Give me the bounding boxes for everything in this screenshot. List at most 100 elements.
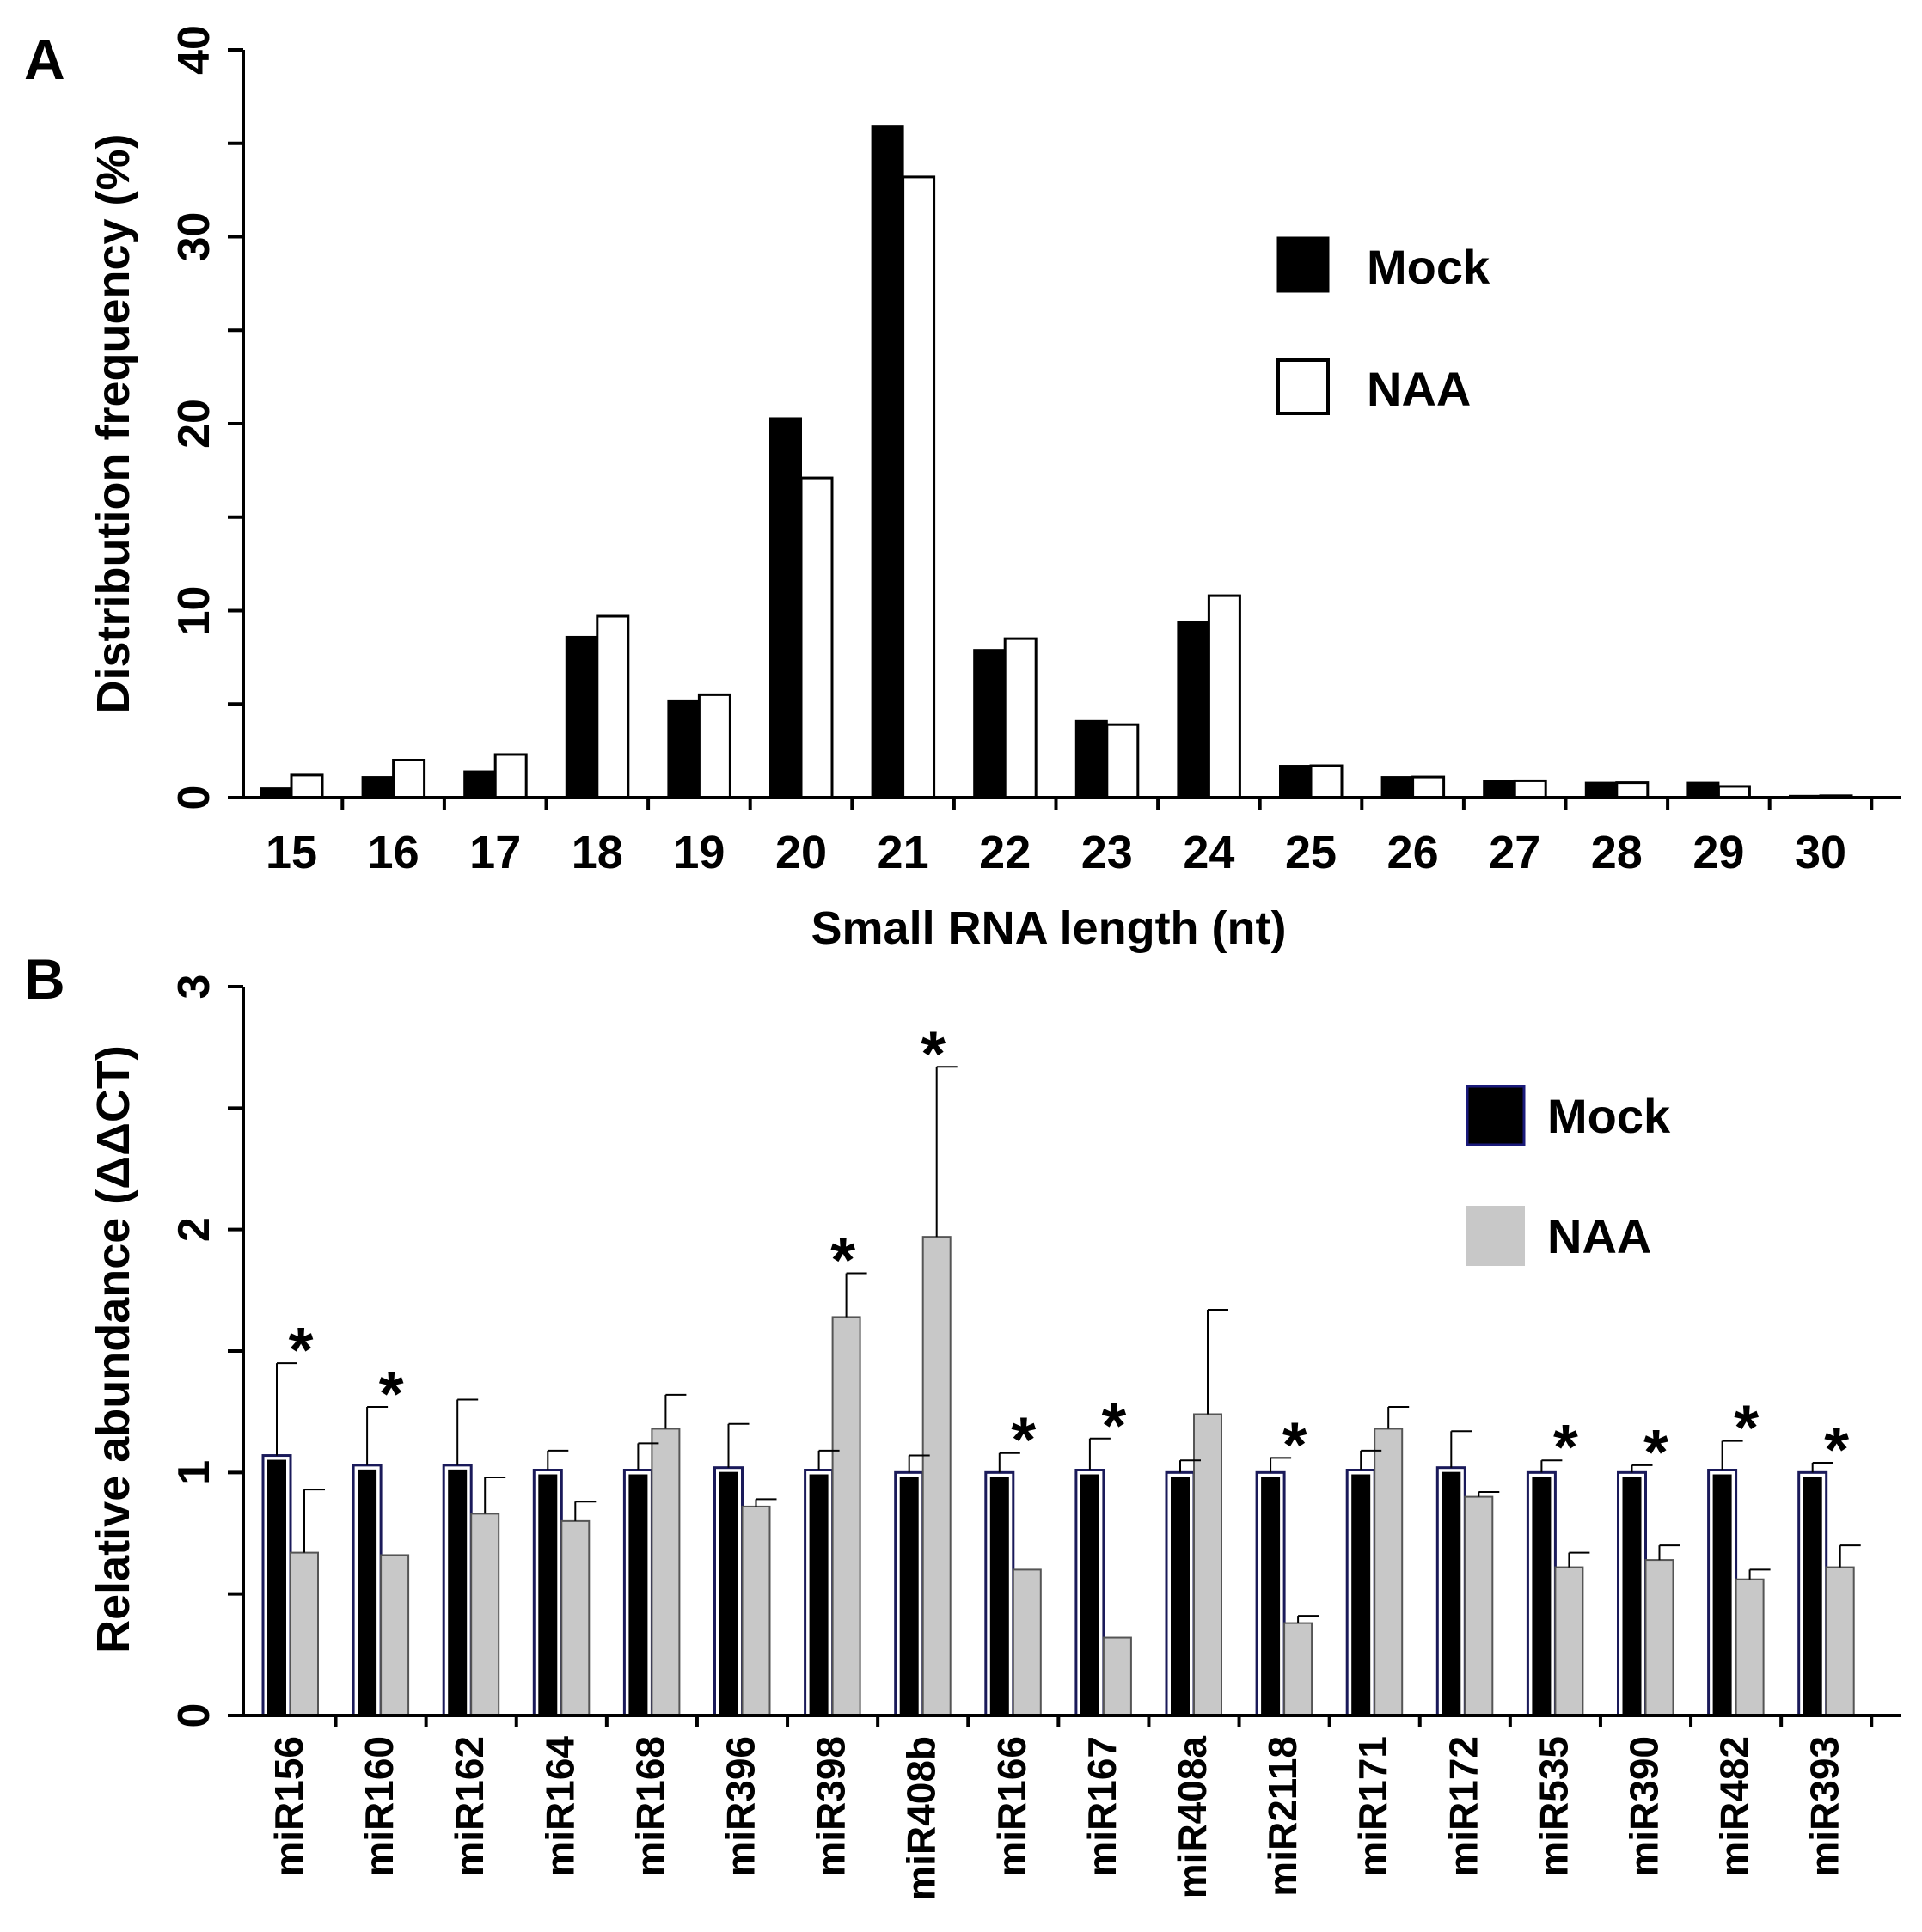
bar-a-naa-24 — [1207, 594, 1241, 799]
bar-b-naa-miR390 — [1644, 1559, 1674, 1717]
bar-b-mock-miR482 — [1712, 1474, 1732, 1715]
legend-b-mock-label: Mock — [1547, 1089, 1671, 1143]
bar-a-naa-21 — [902, 175, 936, 799]
bar-b-naa-miR160 — [380, 1554, 410, 1716]
bar-b-naa-miR171 — [1374, 1428, 1404, 1717]
legend-b-naa-swatch — [1466, 1206, 1525, 1266]
bar-a-naa-20 — [799, 476, 834, 799]
significance-star-miR156: * — [289, 1314, 314, 1385]
x-tick-label-b: miR167 — [1080, 1736, 1124, 1877]
panel-b-y-title: Relative abundance (ΔΔCT) — [88, 1045, 139, 1654]
panel-b-x-ticks: miR156 miR160 miR162 miR164 miR168 miR396 miR3… — [266, 1715, 1874, 1901]
panel-a-letter: A — [24, 28, 65, 91]
bar-a-naa-15 — [290, 773, 324, 799]
significance-star-miR393: * — [1824, 1414, 1849, 1485]
x-tick-label-b: miR408b — [899, 1736, 944, 1901]
bar-b-mock-miR172 — [1442, 1471, 1461, 1715]
bar-b-mock-miR168 — [628, 1474, 648, 1715]
legend-b-mock-swatch — [1466, 1085, 1526, 1146]
x-tick-label-b: miR164 — [537, 1736, 582, 1877]
x-tick-label-a: 15 — [266, 827, 317, 878]
x-tick-label-b: miR482 — [1712, 1736, 1757, 1877]
significance-star-miR482: * — [1734, 1392, 1759, 1464]
x-tick-label-b: miR162 — [447, 1736, 492, 1877]
y-tick-label-b: 1 — [169, 1460, 219, 1485]
bar-a-naa-19 — [697, 693, 731, 799]
bar-a-naa-25 — [1309, 764, 1344, 799]
panel-a-x-title: Small RNA length (nt) — [811, 902, 1287, 954]
bar-a-mock-23 — [1074, 719, 1108, 799]
x-tick-label-a: 22 — [979, 827, 1031, 878]
x-tick-label-b: miR172 — [1441, 1736, 1485, 1877]
x-tick-label-a: 30 — [1795, 827, 1846, 878]
x-tick-label-b: miR2118 — [1260, 1736, 1305, 1897]
panel-a-y-title: Distribution frequency (%) — [88, 133, 139, 713]
x-tick-label-b: miR393 — [1803, 1736, 1847, 1877]
bar-b-naa-miR535 — [1554, 1566, 1584, 1717]
bar-b-naa-miR168 — [651, 1428, 681, 1717]
bar-b-naa-miR393 — [1825, 1566, 1855, 1717]
x-tick-label-a: 25 — [1285, 827, 1337, 878]
panel-b-y-ticks: 0 1 2 3 — [169, 975, 243, 1727]
bar-b-naa-miR2118 — [1283, 1622, 1313, 1716]
bar-a-naa-22 — [1003, 637, 1038, 799]
x-tick-label-b: miR166 — [989, 1736, 1034, 1877]
x-tick-label-a: 24 — [1183, 827, 1234, 878]
bar-b-naa-miR398 — [831, 1316, 861, 1716]
panel-b-bars: * * * * * * * * * * * — [261, 1018, 1861, 1717]
bar-b-mock-miR396 — [719, 1471, 738, 1715]
bar-b-mock-miR408a — [1171, 1477, 1190, 1715]
bar-a-naa-28 — [1615, 781, 1650, 799]
bar-b-mock-miR390 — [1622, 1477, 1642, 1715]
bar-b-naa-miR408b — [921, 1236, 952, 1716]
panel-b-chart: * * * * * * * * * * * 0 1 2 3 miR156 miR160 miR162 miR16… — [88, 975, 1901, 1901]
x-tick-label-a: 20 — [775, 827, 827, 878]
bar-a-naa-17 — [493, 753, 528, 799]
y-tick-label-a: 30 — [169, 212, 219, 262]
bar-a-mock-19 — [667, 699, 701, 799]
bar-a-mock-20 — [769, 417, 802, 798]
bar-a-naa-18 — [596, 614, 630, 799]
bar-b-mock-miR398 — [809, 1474, 829, 1715]
y-tick-label-b: 2 — [169, 1217, 219, 1242]
bar-b-mock-miR167 — [1080, 1474, 1099, 1715]
x-tick-label-a: 17 — [469, 827, 521, 878]
bar-a-mock-16 — [361, 776, 395, 799]
x-tick-label-a: 21 — [878, 827, 929, 878]
panel-b-letter: B — [24, 947, 65, 1011]
bar-a-mock-24 — [1177, 621, 1210, 798]
legend-a-mock-label: Mock — [1367, 240, 1490, 294]
legend-b-naa-label: NAA — [1547, 1209, 1651, 1263]
bar-b-mock-miR535 — [1532, 1477, 1552, 1715]
significance-star-miR160: * — [379, 1358, 404, 1429]
legend-a-naa-label: NAA — [1367, 362, 1471, 416]
x-tick-label-a: 27 — [1489, 827, 1540, 878]
x-tick-label-b: miR171 — [1350, 1736, 1395, 1877]
x-tick-label-a: 26 — [1387, 827, 1439, 878]
bar-b-mock-miR156 — [267, 1459, 286, 1715]
bar-a-naa-26 — [1411, 775, 1446, 799]
bar-b-naa-miR162 — [470, 1513, 500, 1717]
significance-star-miR390: * — [1643, 1416, 1668, 1488]
bar-a-naa-23 — [1105, 723, 1140, 799]
bar-a-mock-28 — [1584, 781, 1618, 798]
significance-star-miR166: * — [1011, 1404, 1036, 1476]
bar-a-mock-25 — [1279, 765, 1312, 799]
bar-b-mock-miR162 — [448, 1469, 468, 1715]
legend-a-mock-swatch — [1276, 236, 1330, 293]
significance-star-miR535: * — [1553, 1411, 1578, 1483]
bar-b-mock-miR160 — [358, 1469, 377, 1715]
panel-a-bars — [260, 125, 1853, 799]
bar-b-mock-miR393 — [1803, 1477, 1822, 1715]
bar-b-naa-miR164 — [560, 1519, 591, 1717]
bar-a-mock-29 — [1686, 781, 1720, 798]
bar-b-naa-miR482 — [1735, 1578, 1765, 1716]
panel-a-x-ticks: 15 16 17 18 19 20 21 22 23 24 25 26 27 28 29 30 — [266, 798, 1874, 878]
x-tick-label-a: 28 — [1591, 827, 1643, 878]
x-tick-label-b: miR398 — [809, 1736, 854, 1877]
x-tick-label-a: 23 — [1081, 827, 1133, 878]
bar-b-mock-miR2118 — [1261, 1477, 1281, 1715]
bar-a-mock-27 — [1483, 780, 1516, 798]
bar-b-mock-miR408b — [899, 1477, 919, 1715]
